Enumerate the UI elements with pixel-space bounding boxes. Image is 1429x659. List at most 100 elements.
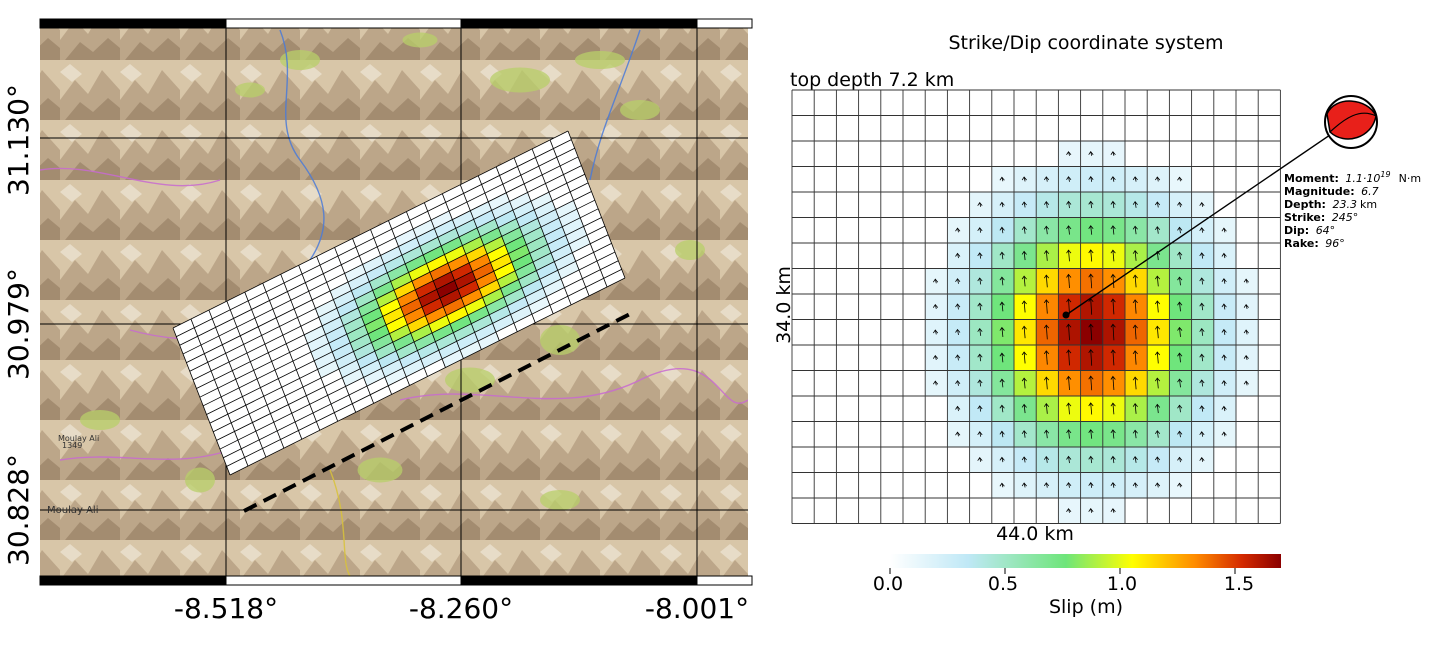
fault-cell <box>510 305 532 324</box>
fault-cell <box>445 193 467 211</box>
slip-cell <box>1080 396 1104 422</box>
slip-cell <box>991 243 1015 269</box>
slip-cell <box>1169 192 1192 218</box>
slip-cell <box>1236 370 1259 397</box>
rake-arrow <box>1090 324 1093 341</box>
slip-cell <box>1014 472 1037 499</box>
rake-arrow <box>1223 278 1226 284</box>
rake-arrow-head <box>1132 250 1138 254</box>
rake-arrow-head <box>1043 225 1050 230</box>
fault-cell <box>509 192 531 211</box>
slip-cell <box>1080 319 1104 346</box>
fault-cell <box>242 387 264 406</box>
fault-cell <box>229 353 251 371</box>
hypocenter-marker <box>1062 311 1070 319</box>
fault-cell <box>474 323 496 341</box>
rake-arrow <box>1134 350 1137 365</box>
fault-cell <box>416 228 438 247</box>
rake-arrow-head <box>999 201 1005 206</box>
slip-cell <box>1058 370 1081 397</box>
slip-cell <box>1080 217 1104 244</box>
slip-cell <box>1169 294 1192 320</box>
rake-arrow-head <box>1132 201 1138 205</box>
slip-cell <box>925 319 948 346</box>
fault-cell <box>388 211 410 230</box>
slip-cell <box>1080 447 1104 473</box>
fault-cell <box>208 301 231 319</box>
rake-arrow-head <box>1088 375 1094 380</box>
slip-cell <box>969 370 993 397</box>
fault-cell <box>189 362 212 380</box>
slip-cell <box>1036 192 1059 218</box>
rake-arrow-head <box>1066 323 1072 328</box>
fault-cell <box>363 368 385 387</box>
fault-grid-line <box>549 139 608 288</box>
rake-arrow-head <box>1066 349 1072 354</box>
rake-arrow-head <box>1221 252 1227 257</box>
rake-arrow-head <box>1177 226 1183 231</box>
fault-cell <box>389 324 411 343</box>
colorbar-ticks <box>889 568 1236 574</box>
slip-cell <box>1191 345 1215 371</box>
fault-cell <box>450 315 472 333</box>
slip-cell <box>1213 345 1237 371</box>
rake-arrow-head <box>1021 456 1027 461</box>
rake-arrow <box>1134 456 1137 463</box>
fault-cell <box>297 308 319 327</box>
fault-cell <box>492 314 514 332</box>
fault-cell <box>405 254 427 273</box>
fault-cell <box>204 344 226 363</box>
strike-row: Strike: 245° <box>1284 211 1358 224</box>
fault-grid-line <box>189 173 585 372</box>
rake-arrow-head <box>1066 176 1072 180</box>
rake-arrow <box>1068 201 1070 209</box>
rake-arrow-head <box>1221 380 1227 384</box>
rake-arrow-head <box>1088 455 1094 460</box>
rake-arrow-head <box>1177 326 1183 331</box>
fault-cell <box>334 403 356 422</box>
fault-cell <box>408 263 430 282</box>
fault-grid-line <box>477 175 536 323</box>
fault-grid-line <box>186 165 582 363</box>
fault-cell <box>193 370 215 389</box>
rake-arrow <box>1223 303 1226 310</box>
fault-grid-line <box>316 256 375 404</box>
rake-arrow <box>1156 456 1159 463</box>
rake-arrow-head <box>1043 250 1050 254</box>
rake-arrow-head <box>1110 375 1116 380</box>
slip-cell <box>969 268 993 295</box>
fault-cell <box>342 368 364 387</box>
rake-row: Rake: 96° <box>1284 237 1345 250</box>
rake-arrow-head <box>1154 351 1161 356</box>
rake-arrow-head <box>1243 303 1249 308</box>
slip-cell <box>1036 294 1059 320</box>
fault-cell <box>468 306 490 324</box>
rake-arrow-head <box>1088 200 1094 205</box>
slip-cell <box>1102 498 1126 524</box>
slip-cell <box>947 370 970 397</box>
fault-cell <box>521 279 544 297</box>
fault-cell <box>377 237 399 256</box>
fault-cell <box>424 193 446 212</box>
slip-cell <box>1169 243 1192 269</box>
rake-arrow <box>1090 274 1093 289</box>
rake-arrow-head <box>1021 275 1027 280</box>
rake-arrow <box>1223 380 1226 386</box>
rake-arrow-head <box>1132 324 1138 329</box>
rake-arrow-head <box>1243 278 1249 283</box>
rake-arrow-head <box>1021 403 1027 408</box>
rake-arrow <box>979 328 982 336</box>
rake-arrow-head <box>977 457 983 461</box>
slip-cell <box>969 345 993 371</box>
fault-cell <box>506 183 528 202</box>
fault-cell <box>438 341 461 359</box>
rake-arrow-head <box>1132 456 1138 460</box>
rake-arrow <box>1179 327 1181 337</box>
slip-cell <box>925 370 948 397</box>
fault-cell <box>565 226 587 244</box>
slip-cell <box>1213 243 1237 269</box>
rake-arrow <box>1045 350 1048 365</box>
slip-cell <box>1014 294 1037 320</box>
rake-arrow <box>957 354 959 361</box>
slip-cell <box>1036 472 1059 499</box>
